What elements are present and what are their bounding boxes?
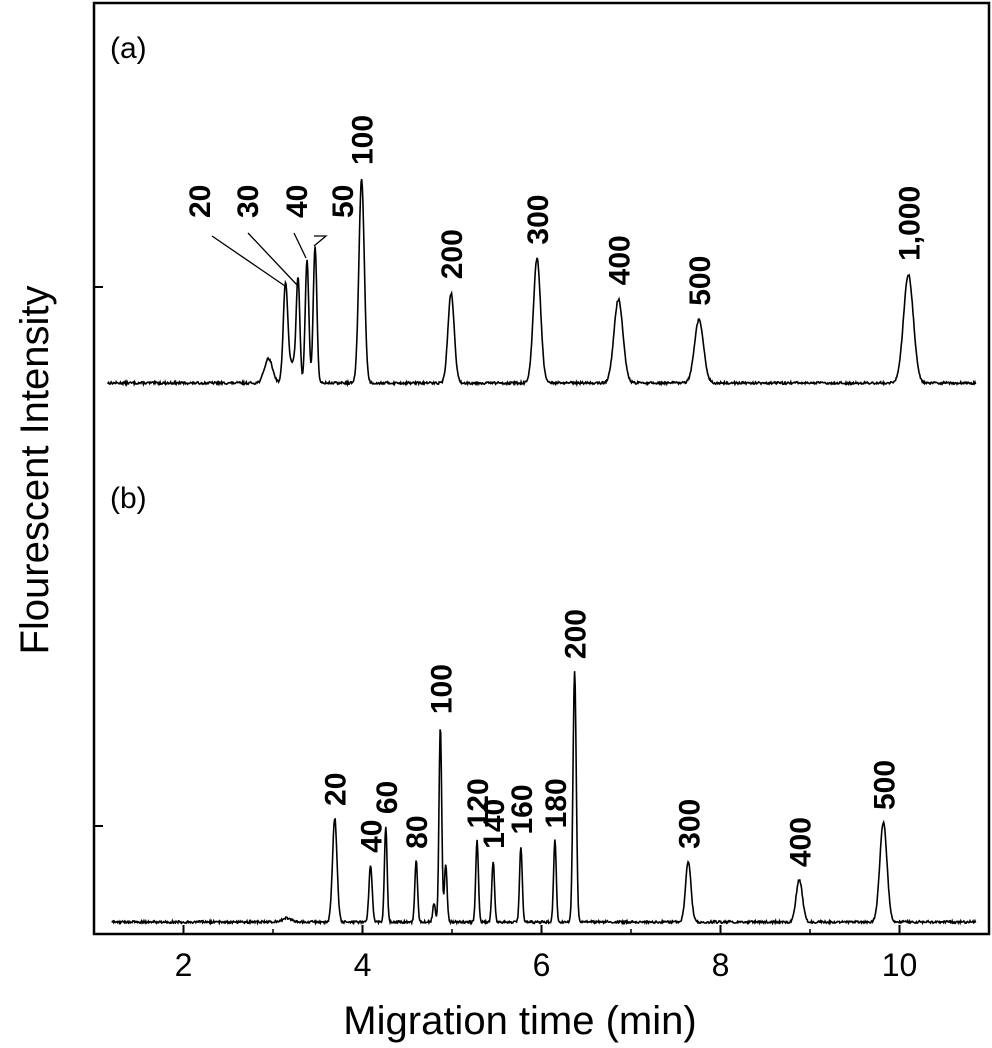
peak-label: 60: [371, 781, 404, 814]
peak-label: 50: [327, 185, 360, 218]
peak-label: 500: [684, 256, 717, 306]
x-tick-label: 4: [354, 947, 372, 983]
x-tick-label: 6: [533, 947, 551, 983]
trace-line-panel-b: [111, 671, 977, 926]
label-leader-line: [211, 235, 286, 287]
peak-label: 400: [603, 235, 636, 285]
x-tick-label: 10: [882, 947, 918, 983]
peak-label: 100: [425, 664, 458, 714]
peak-label: 140: [478, 799, 511, 849]
x-axis-title: Migration time (min): [343, 999, 696, 1043]
peak-label: 500: [868, 760, 901, 810]
peak-label: 30: [232, 185, 265, 218]
peak-label: 200: [436, 229, 469, 279]
peak-label: 300: [673, 799, 706, 849]
peak-label: 160: [506, 784, 539, 834]
peak-label: 40: [356, 820, 389, 853]
panel-label-a: (a): [110, 32, 147, 65]
traces: [106, 178, 977, 926]
peak-label: 400: [784, 817, 817, 867]
peak-label: 1,000: [893, 186, 926, 261]
y-axis-title: Flourescent Intensity: [13, 285, 57, 654]
peak-label: 120: [462, 778, 495, 828]
x-tick-label: 2: [175, 947, 193, 983]
peak-label: 180: [540, 778, 573, 828]
peak-label: 40: [281, 185, 314, 218]
x-tick-label: 8: [712, 947, 730, 983]
trace-line-panel-a: [106, 178, 977, 388]
peak-label: 100: [347, 115, 380, 165]
axis-ticks: 2 4 6 8 10: [93, 286, 990, 983]
label-leader-line: [313, 235, 328, 247]
label-leader-lines: [211, 232, 328, 287]
peak-label: 200: [560, 609, 593, 659]
peak-label: 80: [401, 815, 434, 848]
panel-label-b: (b): [110, 482, 147, 515]
label-leader-line: [247, 232, 299, 287]
peak-label: 20: [184, 185, 217, 218]
peak-label: 300: [522, 194, 555, 244]
peak-label: 20: [320, 773, 353, 806]
label-leader-line: [293, 232, 307, 259]
